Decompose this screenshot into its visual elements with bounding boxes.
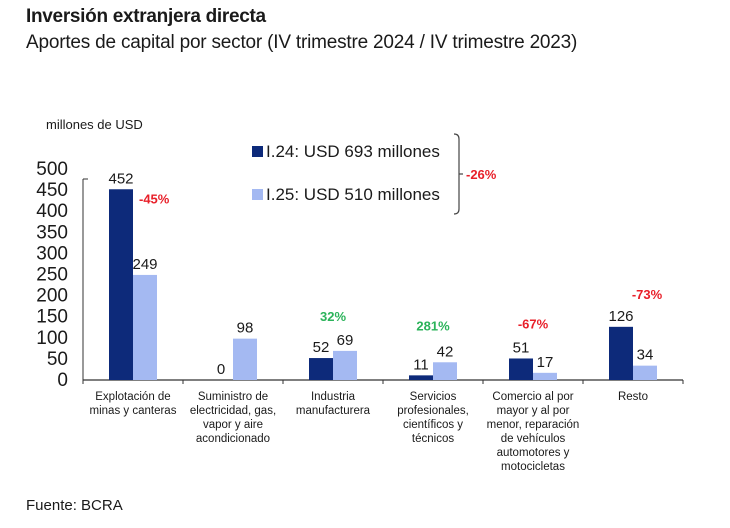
legend-bracket: [453, 133, 460, 215]
bar-2025: [133, 274, 157, 380]
y-tick-label: 200: [36, 286, 68, 307]
category-label: profesionales,: [397, 405, 469, 417]
data-label-2024: 11: [413, 356, 429, 373]
bar-2024: [109, 189, 133, 380]
y-tick-label: 50: [47, 349, 68, 370]
change-label: 32%: [320, 309, 346, 324]
change-label: -73%: [632, 287, 663, 302]
bar-2024: [309, 358, 333, 380]
legend-swatch-2025: [252, 189, 263, 200]
category-label: automotores y: [497, 447, 570, 459]
category-label: Resto: [618, 391, 648, 403]
data-label-2024: 52: [313, 339, 330, 356]
data-label-2025: 17: [537, 354, 554, 371]
y-axis-label: millones de USD: [46, 117, 143, 132]
bar-2024: [509, 358, 533, 380]
y-tick-label: 150: [36, 307, 68, 328]
category-label: motocicletas: [501, 461, 565, 473]
category-label: Industria: [311, 391, 356, 403]
y-tick-label: 250: [36, 265, 68, 286]
data-label-2024: 51: [513, 339, 530, 356]
y-tick-label: 350: [36, 222, 68, 243]
category-label: Explotación de: [95, 391, 170, 403]
category-label: mayor y al por: [497, 405, 570, 417]
chart-title: Inversión extranjera directa: [26, 6, 266, 27]
legend-swatch-2024: [252, 146, 263, 157]
data-label-2024: 0: [217, 361, 225, 378]
data-label-2025: 249: [132, 256, 157, 273]
data-label-2024: 452: [108, 170, 133, 187]
total-change-label: -26%: [466, 167, 497, 182]
source-note: Fuente: BCRA: [26, 497, 123, 514]
category-label: científicos y: [403, 419, 463, 431]
category-label: menor, reparación: [487, 419, 580, 431]
data-label-2024: 126: [608, 308, 633, 325]
bar-2025: [233, 338, 257, 380]
category-label: Servicios: [410, 391, 457, 403]
data-label-2025: 34: [637, 347, 654, 364]
category-label: manufacturera: [296, 405, 371, 417]
y-tick-label: 0: [57, 370, 68, 391]
category-label: minas y canteras: [90, 405, 177, 417]
bar-2025: [433, 362, 457, 380]
y-tick-label: 500: [36, 159, 68, 180]
bar-2025: [333, 350, 357, 380]
change-label: 281%: [416, 318, 450, 333]
category-label: vapor y aire: [203, 419, 263, 431]
y-tick-label: 400: [36, 201, 68, 222]
category-label: acondicionado: [196, 433, 270, 445]
chart-subtitle: Aportes de capital por sector (IV trimes…: [26, 32, 578, 53]
category-label: Suministro de: [198, 391, 268, 403]
change-label: -45%: [139, 191, 170, 206]
y-tick-label: 450: [36, 180, 68, 201]
legend-label-2024: I.24: USD 693 millones: [266, 142, 440, 161]
legend-label-2025: I.25: USD 510 millones: [266, 185, 440, 204]
y-tick-label: 100: [36, 328, 68, 349]
data-label-2025: 69: [337, 332, 354, 349]
category-label: Comercio al por: [492, 391, 573, 403]
bar-2025: [533, 372, 557, 380]
category-label: técnicos: [412, 433, 454, 445]
change-label: -67%: [518, 316, 549, 331]
bar-2024: [409, 375, 433, 380]
y-tick-label: 300: [36, 243, 68, 264]
data-label-2025: 98: [237, 320, 254, 337]
category-label: de vehículos: [501, 433, 566, 445]
data-label-2025: 42: [437, 343, 454, 360]
bar-2024: [609, 326, 633, 380]
bar-2025: [633, 365, 657, 380]
category-label: electricidad, gas,: [190, 405, 276, 417]
